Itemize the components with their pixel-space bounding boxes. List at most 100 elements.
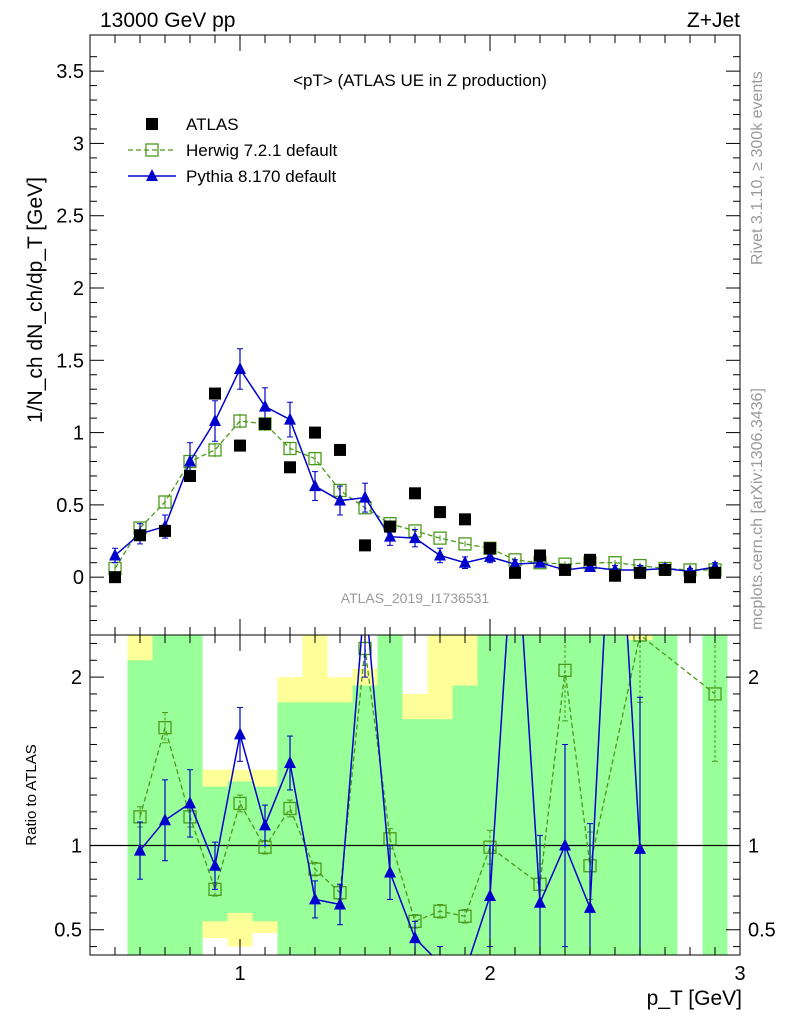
pythia-point xyxy=(209,414,221,427)
atlas-point xyxy=(234,439,246,452)
band-inner xyxy=(502,635,528,955)
band-inner xyxy=(652,635,678,955)
ratio-plot-panel: Ratio to ATLAS 0.5 0.5 1 1 2 2 xyxy=(23,634,776,977)
pythia-point xyxy=(434,548,446,561)
atlas-point xyxy=(209,387,221,400)
herwig-point xyxy=(308,451,322,466)
mcplots-label: mcplots.cern.ch [arXiv:1306.3436] xyxy=(749,388,766,630)
ratio-pythia-point xyxy=(559,838,571,851)
rivet-label: Rivet 3.1.10, ≥ 300k events xyxy=(749,71,766,265)
series-atlas xyxy=(109,387,721,584)
main-plot-panel: <pT> (ATLAS UE in Z production) ATLAS_20… xyxy=(24,34,741,636)
y-tick-label: 2.5 xyxy=(56,206,84,228)
pythia-point xyxy=(259,399,271,412)
atlas-point xyxy=(509,566,521,579)
main-y-axis: 0 0.5 1 1.5 2 2.5 3 3.5 xyxy=(56,56,740,622)
pythia-point xyxy=(359,490,371,503)
ratio-y-label: Ratio to ATLAS xyxy=(23,744,40,845)
ratio-pythia-point xyxy=(634,841,646,854)
atlas-point xyxy=(534,549,546,562)
ratio-pythia-point xyxy=(584,900,596,913)
ratio-pythia-point xyxy=(259,818,271,831)
ratio-pythia-point xyxy=(384,865,396,878)
atlas-point xyxy=(584,553,596,566)
ratio-herwig-point xyxy=(158,720,172,735)
ratio-pythia-point xyxy=(284,756,296,768)
herwig-point xyxy=(158,495,172,509)
band-inner xyxy=(227,781,253,913)
atlas-point xyxy=(409,487,421,500)
x-axis: 1 2 3 xyxy=(114,35,746,985)
atlas-point xyxy=(359,539,371,552)
y-tick-label: 1 xyxy=(73,423,84,445)
atlas-point xyxy=(134,529,146,542)
pythia-point xyxy=(584,560,596,573)
legend-herwig-marker xyxy=(145,143,159,157)
ratio-pythia-point xyxy=(434,956,446,968)
watermark: ATLAS_2019_I1736531 xyxy=(341,590,490,606)
ratio-herwig-point xyxy=(233,796,247,811)
legend-herwig-label: Herwig 7.2.1 default xyxy=(186,141,337,160)
y-tick-label: 2 xyxy=(73,278,84,300)
ratio-pythia-point xyxy=(134,843,146,856)
ratio-y-tick-label: 0.5 xyxy=(54,920,82,942)
atlas-point xyxy=(709,566,721,579)
band-inner xyxy=(352,685,378,955)
ratio-series-pythia xyxy=(134,635,646,977)
atlas-point xyxy=(609,569,621,582)
y-tick-label: 3.5 xyxy=(56,61,84,83)
atlas-point xyxy=(659,563,671,576)
ratio-herwig-point xyxy=(708,687,722,701)
x-tick-label: 3 xyxy=(734,963,745,985)
ratio-y-tick-label-right: 2 xyxy=(748,667,759,689)
legend-pythia-label: Pythia 8.170 default xyxy=(186,167,337,186)
y-tick-label: 1.5 xyxy=(56,350,84,372)
pythia-point xyxy=(184,454,196,467)
atlas-point xyxy=(109,571,121,584)
atlas-point xyxy=(559,563,571,576)
herwig-point xyxy=(433,531,447,545)
atlas-point xyxy=(484,542,496,555)
ratio-pythia-point xyxy=(309,892,321,905)
main-title: <pT> (ATLAS UE in Z production) xyxy=(293,71,547,90)
atlas-point xyxy=(309,426,321,439)
atlas-point xyxy=(634,566,646,579)
ratio-herwig-point xyxy=(458,909,472,923)
ratio-pythia-point xyxy=(209,858,221,871)
ratio-y-tick-label-right: 0.5 xyxy=(748,920,776,942)
atlas-point xyxy=(284,461,296,474)
pythia-point xyxy=(459,555,471,568)
pythia-point xyxy=(534,555,546,568)
ratio-pythia-point xyxy=(334,897,346,910)
ratio-pythia-point xyxy=(459,965,471,977)
y-tick-label: 0 xyxy=(73,567,84,589)
pythia-point xyxy=(484,549,496,562)
atlas-point xyxy=(684,571,696,584)
ratio-pythia-point xyxy=(484,889,496,902)
x-tick-label: 2 xyxy=(484,963,495,985)
ratio-y-tick-label: 1 xyxy=(71,836,82,858)
band-inner xyxy=(602,635,628,955)
ratio-herwig-line xyxy=(139,635,716,923)
ratio-y-tick-label-right: 1 xyxy=(748,836,759,858)
legend: ATLAS Herwig 7.2.1 default Pythia 8.170 de… xyxy=(128,115,337,186)
y-tick-label: 0.5 xyxy=(56,495,84,517)
pythia-point xyxy=(234,361,246,374)
y-tick-label: 3 xyxy=(73,133,84,155)
header-right: Z+Jet xyxy=(687,9,740,32)
ratio-herwig-point xyxy=(283,801,297,816)
ratio-pythia-point xyxy=(184,796,196,809)
pythia-point xyxy=(309,479,321,492)
x-tick-label: 1 xyxy=(234,963,245,985)
pythia-point xyxy=(284,412,296,425)
series-pythia xyxy=(109,348,721,577)
atlas-point xyxy=(334,443,346,456)
atlas-point xyxy=(259,417,271,430)
ratio-pythia-point xyxy=(159,813,171,826)
header-left: 13000 GeV pp xyxy=(100,9,235,32)
legend-atlas-marker xyxy=(146,118,158,130)
pythia-point xyxy=(384,529,396,542)
ratio-herwig-point xyxy=(433,904,447,918)
herwig-point xyxy=(283,441,297,456)
